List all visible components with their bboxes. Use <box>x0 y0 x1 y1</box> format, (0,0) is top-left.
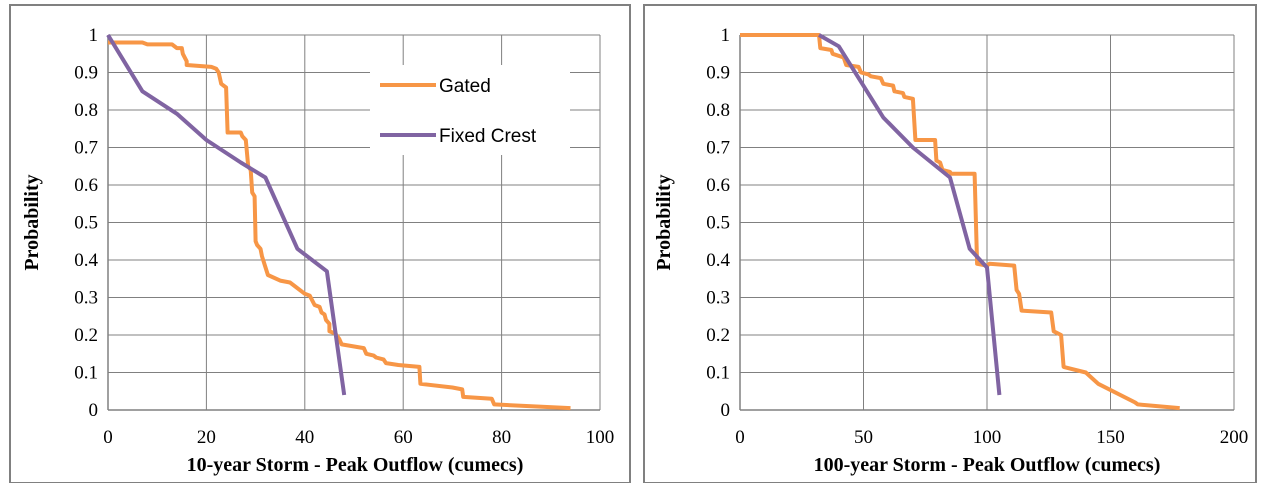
right-series-gated-line <box>740 33 1180 411</box>
right-series-fixed-crest-line <box>818 33 1002 396</box>
right-x-tick-label: 200 <box>1220 427 1249 448</box>
legend-label-fixed-crest: Fixed Crest <box>439 126 537 147</box>
right-y-tick-label: 0.3 <box>706 288 730 309</box>
right-y-axis-label: Probability <box>653 174 675 270</box>
right-x-tick-label: 150 <box>1096 427 1125 448</box>
left-y-tick-label: 0.1 <box>74 363 98 384</box>
right-y-tick-label: 0.1 <box>706 363 730 384</box>
right-y-tick-label: 0.6 <box>706 175 730 196</box>
left-x-tick-label: 0 <box>103 427 113 448</box>
legend-background <box>370 65 570 155</box>
left-y-tick-label: 1 <box>89 25 99 46</box>
left-y-axis-label: Probability <box>21 174 43 270</box>
left-y-tick-label: 0.7 <box>74 138 98 159</box>
left-y-tick-label: 0 <box>89 400 99 421</box>
right-y-tick-label: 0.5 <box>706 213 730 234</box>
right-x-tick-label: 50 <box>854 427 873 448</box>
right-y-tick-label: 0.4 <box>706 250 730 271</box>
right-y-tick-label: 0 <box>721 400 731 421</box>
left-series-gated-line <box>108 40 571 411</box>
right-chart-frame <box>643 4 1257 483</box>
left-x-tick-label: 40 <box>295 427 314 448</box>
legend-label-gated: Gated <box>439 76 491 97</box>
left-y-tick-label: 0.5 <box>74 213 98 234</box>
right-y-tick-label: 0.8 <box>706 100 730 121</box>
left-chart-frame <box>9 4 631 483</box>
right-x-tick-label: 100 <box>973 427 1002 448</box>
left-y-tick-label: 0.4 <box>74 250 98 271</box>
left-chart: 0 0.1 0.2 0.3 0.4 0.5 0.6 0.7 0.8 0.9 1 0 20 40 60 80 10… <box>21 25 614 476</box>
left-x-tick-label: 100 <box>586 427 615 448</box>
right-x-tick-label: 0 <box>735 427 745 448</box>
left-series-fixed-crest-line <box>106 33 347 396</box>
left-x-tick-label: 80 <box>492 427 511 448</box>
left-x-tick-label: 60 <box>394 427 413 448</box>
right-y-tick-label: 0.2 <box>706 325 730 346</box>
left-y-tick-label: 0.2 <box>74 325 98 346</box>
left-y-tick-label: 0.8 <box>74 100 98 121</box>
right-y-tick-label: 0.9 <box>706 63 730 84</box>
right-y-tick-label: 0.7 <box>706 138 730 159</box>
left-x-axis-label: 10-year Storm - Peak Outflow (cumecs) <box>187 454 524 476</box>
left-x-tick-label: 20 <box>197 427 216 448</box>
left-y-tick-label: 0.6 <box>74 175 98 196</box>
left-legend: Gated Fixed Crest <box>370 65 570 155</box>
left-y-tick-label: 0.9 <box>74 63 98 84</box>
left-y-tick-label: 0.3 <box>74 288 98 309</box>
right-chart: 0 0.1 0.2 0.3 0.4 0.5 0.6 0.7 0.8 0.9 1 0 50 100 150 20… <box>653 25 1248 476</box>
right-x-axis-label: 100-year Storm - Peak Outflow (cumecs) <box>814 454 1161 476</box>
right-y-tick-label: 1 <box>721 25 731 46</box>
